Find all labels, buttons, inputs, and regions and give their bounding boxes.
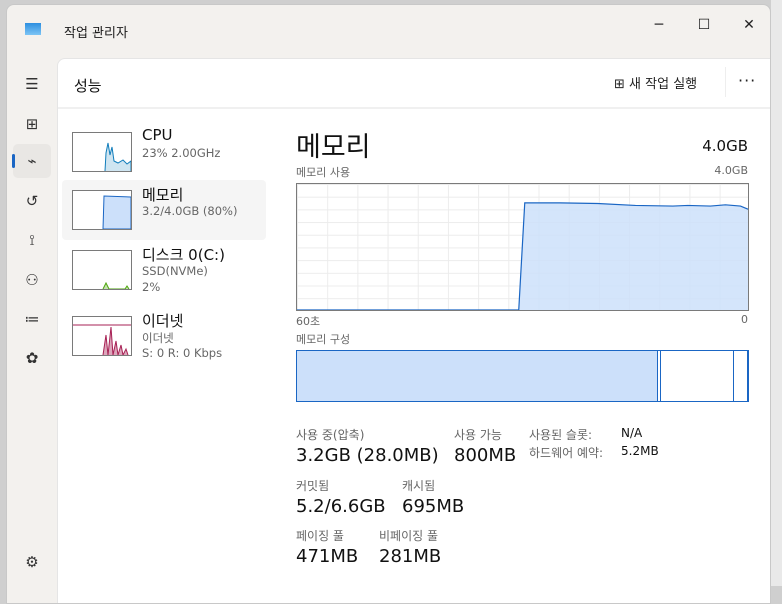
device-item[interactable]: 메모리 3.2/4.0GB (80%) bbox=[62, 180, 266, 240]
paged-pool-label: 페이징 풀 bbox=[296, 529, 344, 543]
slots-value: N/A bbox=[621, 426, 643, 440]
close-button[interactable]: ✕ bbox=[743, 17, 755, 33]
maximize-button[interactable]: ☐ bbox=[697, 17, 711, 33]
device-name: 이더넷 bbox=[142, 312, 184, 330]
device-detail: SSD(NVMe) bbox=[142, 264, 208, 278]
memory-composition-bar bbox=[296, 350, 749, 402]
free-segment bbox=[734, 351, 748, 401]
memory-usage-chart bbox=[296, 183, 749, 311]
time-left-label: 60초 bbox=[296, 315, 321, 328]
device-detail-2: 2% bbox=[142, 280, 161, 294]
composition-label: 메모리 구성 bbox=[296, 333, 351, 346]
usage-area bbox=[297, 202, 748, 310]
hw-reserved-label: 하드웨어 예약: bbox=[529, 446, 604, 460]
usage-line bbox=[297, 202, 748, 310]
device-name: 디스크 0(C:) bbox=[142, 246, 225, 264]
page-header: 성능 ⊞ 새 작업 실행 ··· bbox=[58, 59, 770, 109]
cached-value: 695MB bbox=[402, 496, 465, 517]
app-icon bbox=[25, 23, 41, 35]
in-use-value: 3.2GB (28.0MB) bbox=[296, 445, 439, 466]
usage-label: 메모리 사용 bbox=[296, 166, 351, 179]
time-right-label: 0 bbox=[741, 313, 748, 326]
cached-label: 캐시됨 bbox=[402, 479, 436, 493]
standby-segment bbox=[660, 351, 735, 401]
device-detail: 이더넷 bbox=[142, 331, 174, 345]
device-thumbnail-graph bbox=[72, 190, 132, 230]
memory-title: 메모리 bbox=[296, 132, 371, 163]
processes-icon[interactable]: ⊞ bbox=[25, 115, 39, 133]
modified-segment bbox=[657, 351, 661, 401]
details-icon[interactable]: ≔ bbox=[24, 310, 40, 328]
task-manager-window: 작업 관리자 ─ ☐ ✕ ☰ ⊞ ⌁ ↺ ⟟ ⚇ ≔ ✿ ⚙ 성능 ⊞ 새 작업 실행 ··· … bbox=[6, 4, 771, 604]
device-item[interactable]: 디스크 0(C:) SSD(NVMe) 2% bbox=[62, 240, 266, 300]
slots-label: 사용된 슬롯: bbox=[529, 428, 593, 442]
device-detail-2: S: 0 R: 0 Kbps bbox=[142, 346, 223, 360]
paged-pool-value: 471MB bbox=[296, 546, 359, 567]
device-name: CPU bbox=[142, 126, 173, 144]
app-history-icon[interactable]: ↺ bbox=[25, 192, 39, 210]
device-item[interactable]: CPU 23% 2.00GHz bbox=[62, 122, 266, 182]
in-use-segment bbox=[297, 351, 658, 401]
new-task-icon: ⊞ bbox=[614, 77, 625, 92]
window-title: 작업 관리자 bbox=[64, 26, 128, 41]
hamburger-icon[interactable]: ☰ bbox=[25, 75, 39, 93]
hw-reserved-value: 5.2MB bbox=[621, 444, 659, 458]
available-value: 800MB bbox=[454, 445, 517, 466]
chart-svg bbox=[297, 202, 748, 310]
services-icon[interactable]: ✿ bbox=[25, 349, 39, 367]
device-thumbnail-graph bbox=[72, 316, 132, 356]
committed-label: 커밋됨 bbox=[296, 479, 330, 493]
performance-icon[interactable]: ⌁ bbox=[12, 144, 51, 178]
available-label: 사용 가능 bbox=[454, 428, 502, 442]
in-use-label: 사용 중(압축) bbox=[296, 428, 365, 442]
nonpaged-pool-value: 281MB bbox=[379, 546, 442, 567]
title-bar: 작업 관리자 ─ ☐ ✕ bbox=[7, 5, 770, 49]
device-detail: 23% 2.00GHz bbox=[142, 146, 221, 160]
committed-value: 5.2/6.6GB bbox=[296, 496, 386, 517]
divider bbox=[725, 67, 726, 97]
page-title: 성능 bbox=[74, 77, 102, 95]
minimize-button[interactable]: ─ bbox=[654, 17, 664, 33]
new-task-button[interactable]: ⊞ 새 작업 실행 bbox=[614, 73, 697, 92]
main-content: 성능 ⊞ 새 작업 실행 ··· CPU 23% 2.00GHz 메모리 3.2/… bbox=[57, 58, 770, 603]
startup-icon[interactable]: ⟟ bbox=[29, 231, 35, 249]
device-item[interactable]: 이더넷 이더넷 S: 0 R: 0 Kbps bbox=[62, 306, 266, 366]
users-icon[interactable]: ⚇ bbox=[25, 271, 39, 289]
usage-max: 4.0GB bbox=[714, 164, 748, 177]
settings-icon[interactable]: ⚙ bbox=[25, 553, 39, 571]
device-thumbnail-graph bbox=[72, 132, 132, 172]
device-detail: 3.2/4.0GB (80%) bbox=[142, 204, 238, 218]
background-window bbox=[771, 0, 782, 586]
nonpaged-pool-label: 비페이징 풀 bbox=[379, 529, 439, 543]
more-options-button[interactable]: ··· bbox=[738, 71, 757, 90]
memory-total: 4.0GB bbox=[702, 137, 748, 155]
device-name: 메모리 bbox=[142, 186, 184, 204]
new-task-label: 새 작업 실행 bbox=[629, 77, 698, 92]
device-thumbnail-graph bbox=[72, 250, 132, 290]
